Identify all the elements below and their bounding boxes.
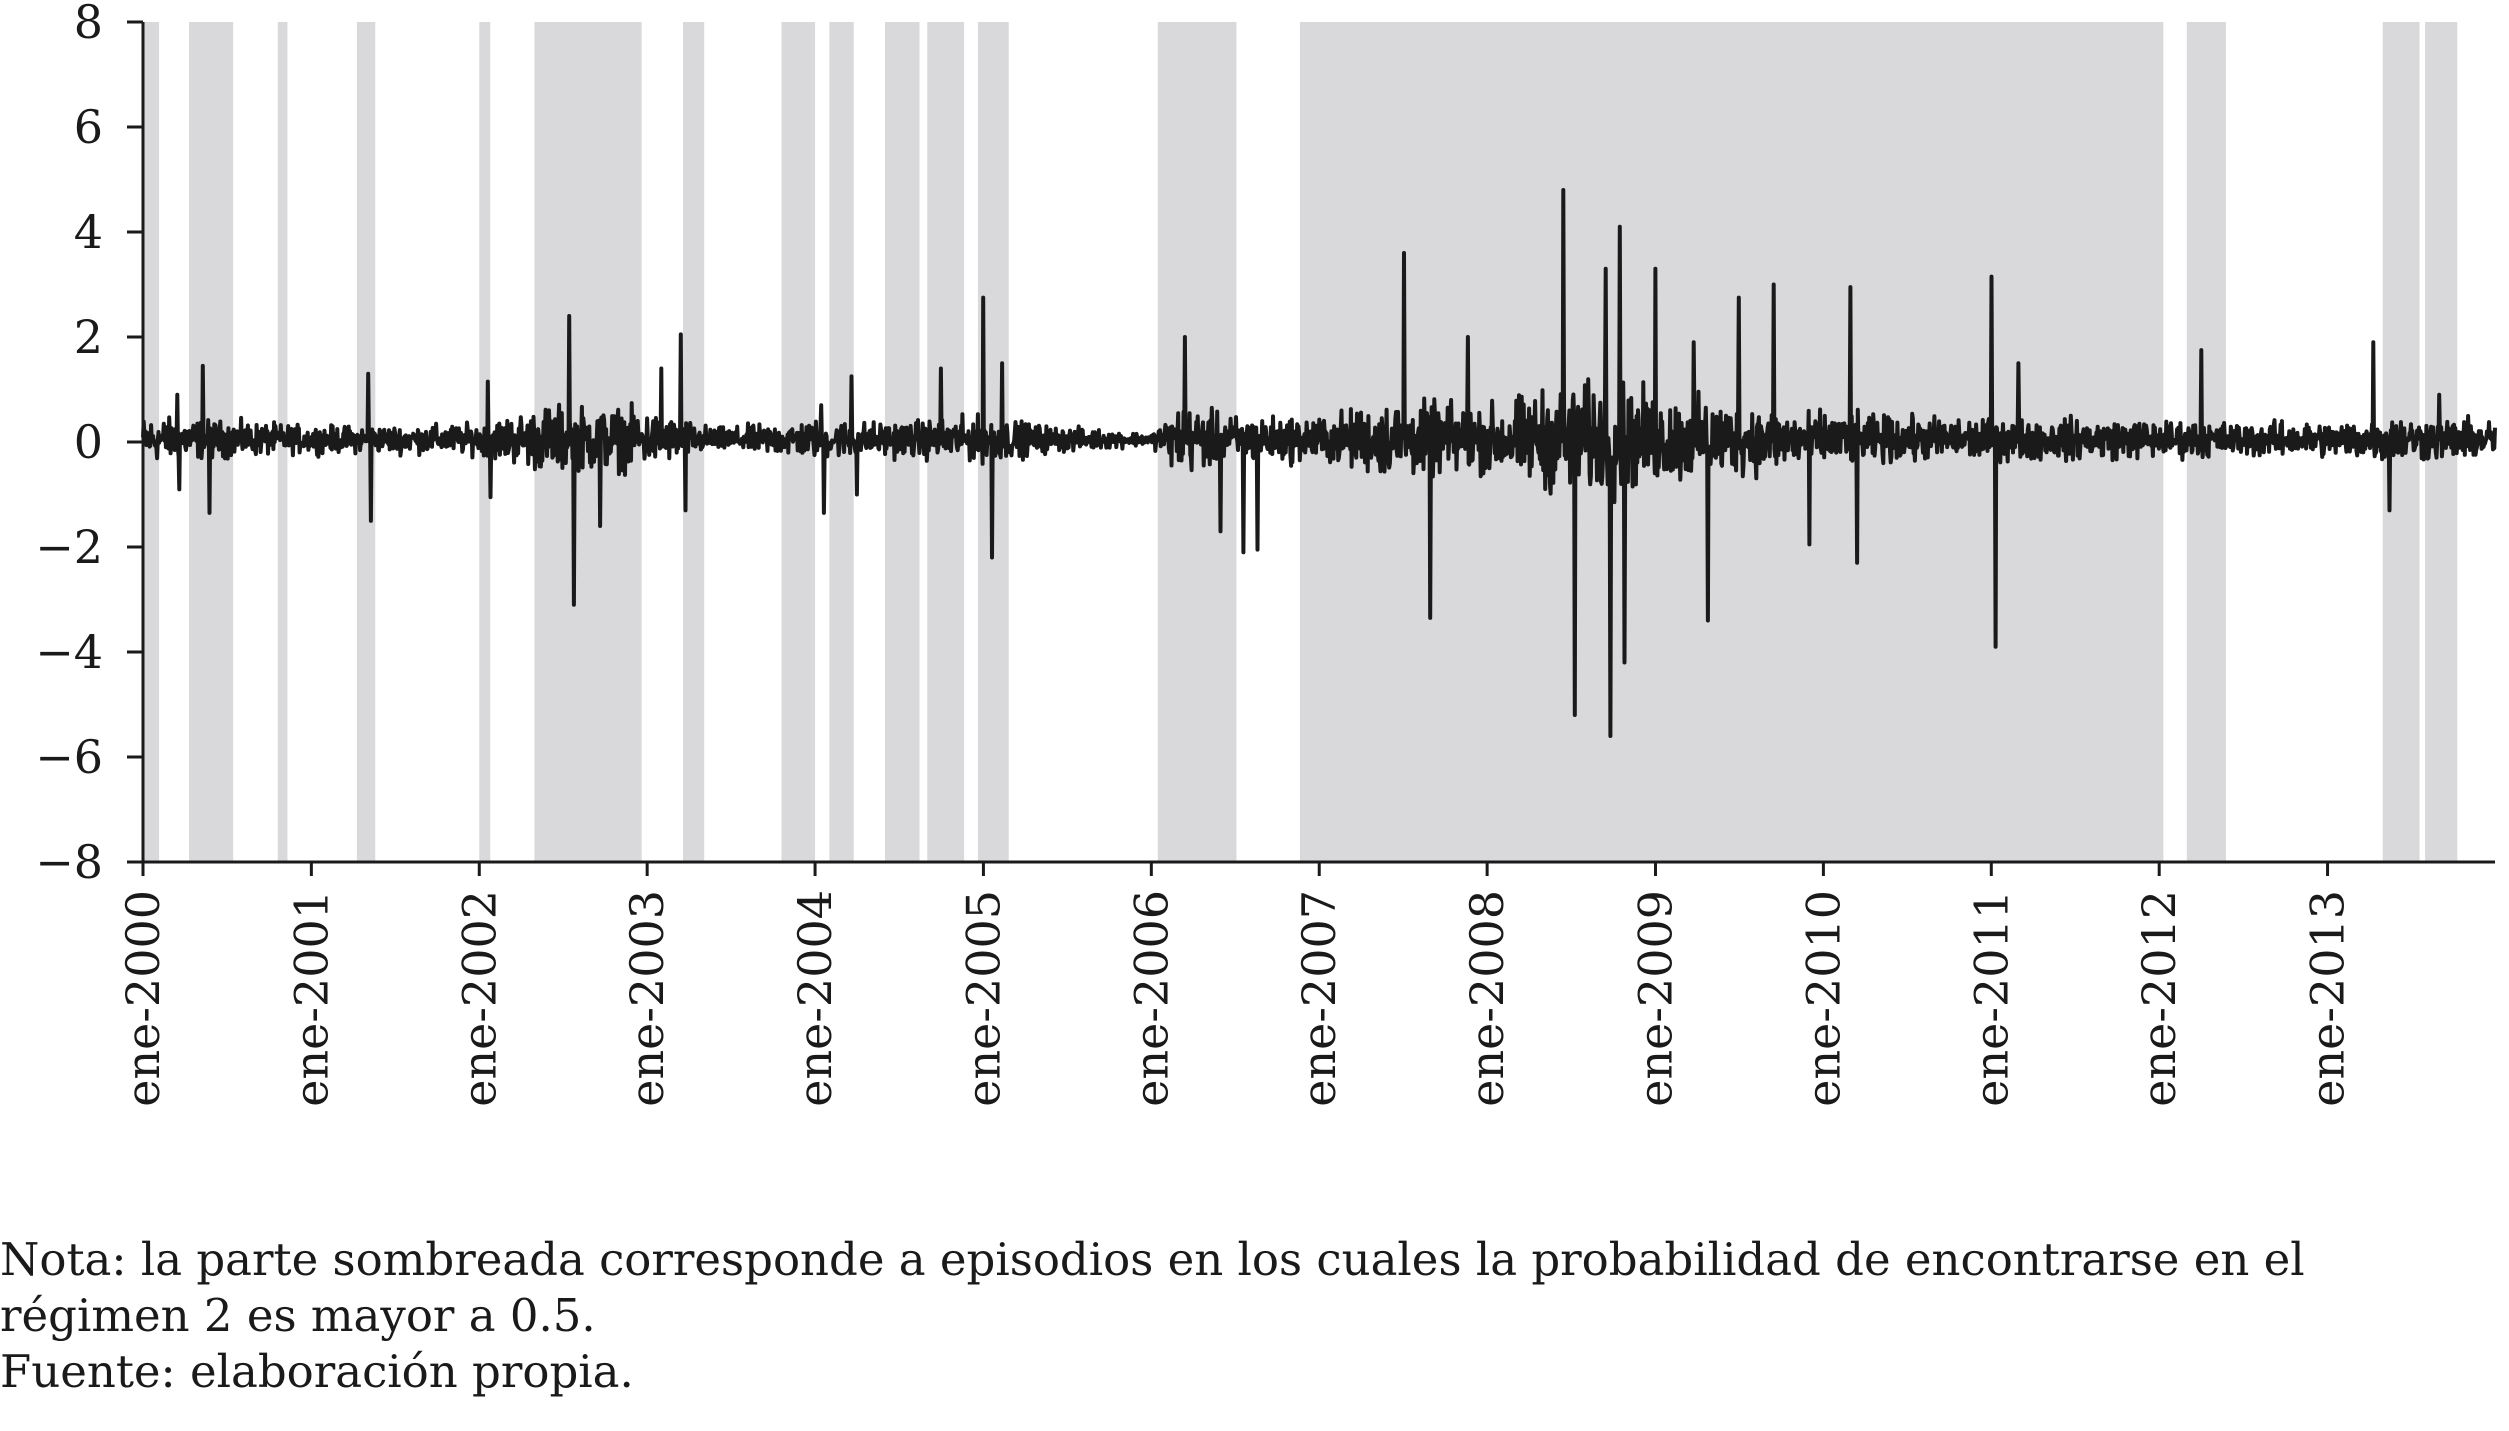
x-tick-label: ene-2005: [956, 890, 1010, 1107]
y-tick-label: 6: [74, 100, 103, 154]
y-tick-label: −8: [35, 835, 103, 889]
x-tick-label: ene-2007: [1292, 890, 1346, 1107]
y-tick-label: 0: [74, 415, 103, 469]
y-tick-label: 4: [74, 205, 103, 259]
x-tick-label: ene-2012: [2132, 890, 2186, 1107]
x-tick-label: ene-2011: [1964, 890, 2018, 1107]
x-tick-label: ene-2004: [788, 890, 842, 1107]
x-tick-label: ene-2006: [1124, 890, 1178, 1107]
x-tick-label: ene-2009: [1628, 890, 1682, 1107]
x-tick-label: ene-2008: [1460, 890, 1514, 1107]
x-tick-label: ene-2002: [452, 890, 506, 1107]
note-line-2: régimen 2 es mayor a 0.5.: [0, 1289, 596, 1342]
series-line: [141, 188, 2497, 738]
note-line-1: Nota: la parte sombreada corresponde a e…: [0, 1233, 2305, 1286]
series-line-group: [141, 188, 2497, 738]
x-tick-label: ene-2003: [620, 890, 674, 1107]
x-tick-label: ene-2010: [1796, 890, 1850, 1107]
y-tick-label: 8: [74, 0, 103, 49]
source-line: Fuente: elaboración propia.: [0, 1345, 634, 1398]
y-tick-label: −2: [35, 520, 103, 574]
y-tick-label: 2: [74, 310, 103, 364]
y-tick-label: −4: [35, 625, 103, 679]
x-tick-label: ene-2000: [116, 890, 170, 1107]
x-tick-label: ene-2013: [2301, 890, 2355, 1107]
x-tick-label: ene-2001: [284, 890, 338, 1107]
y-tick-label: −6: [35, 730, 103, 784]
